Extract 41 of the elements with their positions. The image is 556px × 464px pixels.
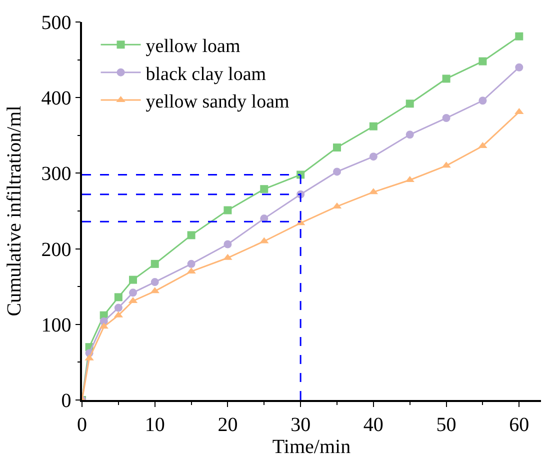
x-tick-label: 20 <box>218 414 238 436</box>
point <box>442 114 450 122</box>
point <box>406 130 414 139</box>
point <box>150 260 159 268</box>
point <box>114 304 122 312</box>
y-axis-title: Cumulative infiltration/ml <box>3 105 26 316</box>
point <box>114 293 122 302</box>
x-tick-label: 30 <box>290 414 311 436</box>
point <box>478 96 487 105</box>
point <box>406 100 414 108</box>
x-tick-label: 10 <box>144 414 165 436</box>
point <box>515 63 524 72</box>
x-tick-label: 60 <box>509 414 530 436</box>
point <box>187 231 196 240</box>
point <box>260 185 268 194</box>
point <box>333 168 341 176</box>
point <box>224 206 232 214</box>
point <box>129 288 137 297</box>
legend-label: yellow sandy loam <box>146 91 290 112</box>
point <box>478 57 487 66</box>
point <box>442 74 450 83</box>
x-tick-label: 0 <box>77 414 87 436</box>
y-tick-label: 100 <box>41 314 72 336</box>
y-tick-label: 0 <box>61 390 72 412</box>
point <box>187 260 196 268</box>
y-tick-label: 400 <box>41 88 72 110</box>
point <box>369 152 378 161</box>
legend-label: black clay loam <box>146 64 266 85</box>
y-tick-label: 200 <box>41 238 72 261</box>
x-axis-title: Time/min <box>272 436 351 458</box>
y-tick-label: 500 <box>41 12 72 34</box>
point <box>150 278 159 286</box>
x-tick-label: 50 <box>436 414 456 436</box>
point <box>515 32 524 40</box>
legend-label: yellow loam <box>146 36 240 58</box>
point <box>129 276 137 284</box>
point <box>224 240 232 248</box>
point <box>369 122 378 130</box>
y-tick-label: 300 <box>41 163 72 186</box>
point <box>333 144 341 152</box>
x-tick-label: 40 <box>363 414 384 436</box>
